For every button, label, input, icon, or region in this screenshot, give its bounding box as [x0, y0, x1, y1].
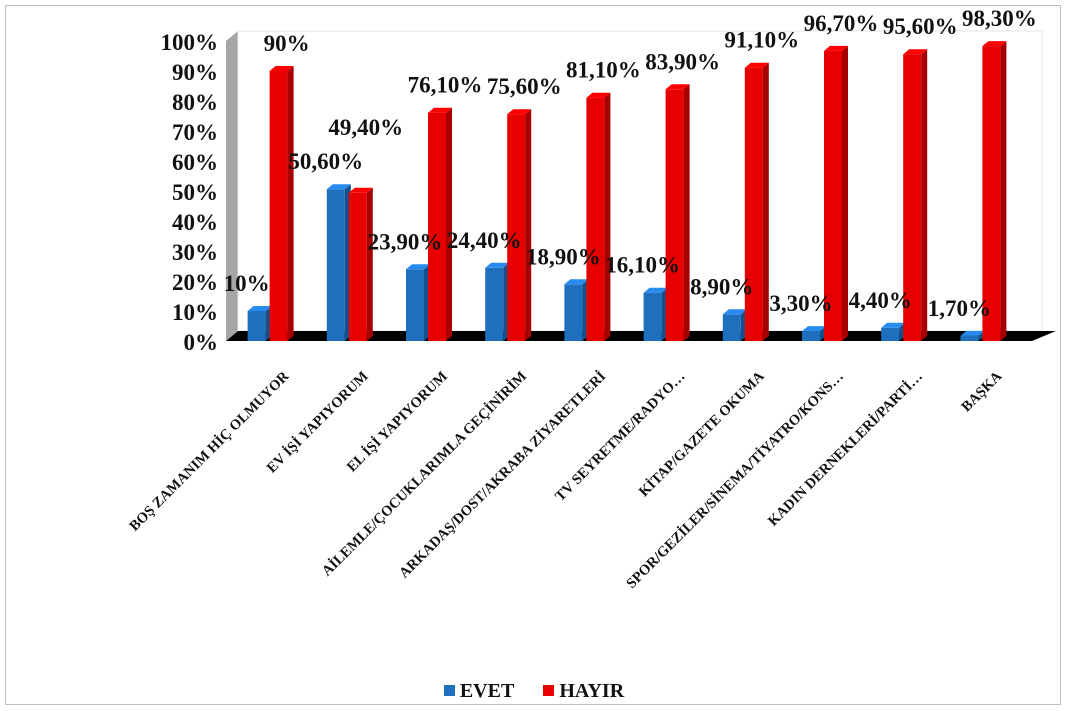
bar-evet — [485, 262, 510, 341]
data-label-hayir: 95,60% — [883, 14, 958, 39]
data-label-hayir: 98,30% — [962, 6, 1037, 31]
data-label-hayir: 76,10% — [408, 73, 483, 98]
y-tick-label: 90% — [172, 60, 218, 85]
data-label-evet: 4,40% — [849, 288, 912, 313]
data-label-evet: 18,90% — [526, 244, 601, 269]
category-label: KİTAP/GAZETE OKUMA — [635, 367, 768, 500]
bar-hayir — [982, 41, 1007, 341]
y-axis-ticks: 0% 10% 20% 30% 40% 50% 60% 70% 80% 90% 100% — [161, 30, 219, 355]
legend-swatch-evet — [443, 685, 455, 696]
category-label: TV SEYRETME/RADYO… — [552, 369, 688, 505]
data-label-hayir: 91,10% — [724, 28, 799, 53]
bar-evet — [564, 279, 589, 341]
y-tick-label: 50% — [172, 180, 218, 205]
data-label-evet: 1,70% — [928, 296, 991, 321]
legend-item-evet: EVET — [443, 680, 515, 703]
y-tick-label: 20% — [172, 270, 218, 295]
data-label-hayir: 81,10% — [566, 58, 641, 83]
data-label-evet: 23,90% — [368, 229, 443, 254]
chart-bars — [247, 41, 1007, 342]
y-tick-label: 30% — [172, 240, 218, 265]
bar-hayir — [586, 92, 611, 341]
bar-evet — [722, 309, 747, 341]
legend: EVET HAYIR — [0, 680, 1068, 703]
bar-evet — [326, 184, 351, 341]
data-label-evet: 8,90% — [690, 274, 753, 299]
category-label: KADIN DERNEKLERİ/PARTİ… — [764, 368, 926, 530]
data-label-evet: 50,60% — [288, 149, 363, 174]
bar-hayir — [507, 109, 532, 341]
bar-evet — [802, 326, 826, 341]
legend-label-evet: EVET — [459, 680, 515, 702]
data-label-evet: 16,10% — [605, 253, 680, 278]
bar-evet — [406, 264, 430, 341]
chart-frame — [5, 5, 1061, 705]
bar-hayir — [428, 107, 452, 341]
bar-hayir — [824, 45, 848, 342]
bar-hayir — [665, 84, 690, 342]
data-label-hayir: 83,90% — [645, 49, 720, 74]
y-tick-label: 70% — [172, 120, 218, 145]
y-tick-label: 100% — [161, 30, 219, 55]
data-label-evet: 10% — [224, 271, 270, 296]
y-tick-label: 0% — [184, 330, 219, 355]
legend-swatch-hayir — [543, 685, 555, 696]
y-tick-label: 40% — [172, 210, 218, 235]
y-tick-label: 60% — [172, 150, 218, 175]
bar-hayir — [269, 66, 294, 341]
bar-evet — [247, 306, 272, 341]
data-label-hayir: 49,40% — [328, 115, 403, 140]
data-label-evet: 24,40% — [447, 228, 522, 253]
category-label: BOŞ ZAMANIM HİÇ OLMUYOR — [126, 367, 293, 534]
bar-hayir — [903, 49, 928, 341]
data-label-hayir: 75,60% — [487, 74, 562, 99]
data-labels: 10% 90% 50,60% 49,40% 23,90% 76,10% 24,40% 75,6… — [224, 6, 1037, 321]
bar-hayir — [348, 187, 373, 341]
y-tick-label: 10% — [172, 300, 218, 325]
data-label-hayir: 90% — [264, 31, 310, 56]
bar-hayir — [744, 62, 769, 341]
bar-evet — [881, 322, 906, 341]
left-wall — [226, 31, 238, 341]
bar-evet — [643, 287, 668, 341]
y-tick-label: 80% — [172, 90, 218, 115]
data-label-evet: 3,30% — [769, 291, 832, 316]
legend-item-hayir: HAYIR — [543, 680, 624, 703]
data-label-hayir: 96,70% — [804, 11, 879, 36]
legend-label-hayir: HAYIR — [559, 680, 625, 702]
category-label: BAŞKA — [959, 368, 1006, 415]
